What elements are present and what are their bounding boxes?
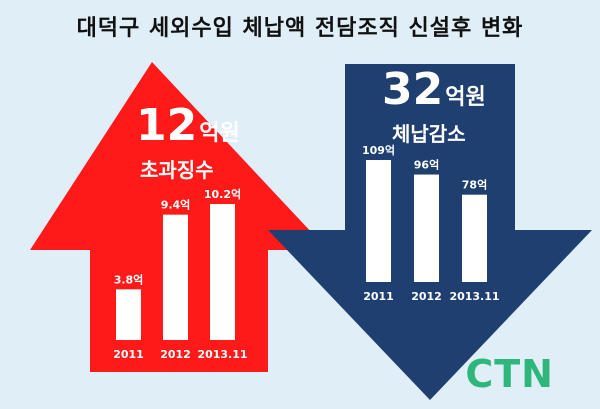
left-category-label-1: 2012 (160, 348, 191, 361)
left-value-label-0: 3.8억 (114, 273, 144, 286)
right-category-label-1: 2012 (411, 290, 442, 303)
right-bar-1 (414, 174, 439, 282)
ctn-logo: CTN (465, 352, 554, 396)
left-headline-number: 12 (136, 100, 198, 151)
right-bar-0 (366, 160, 391, 282)
left-bar-2 (210, 204, 235, 340)
right-value-label-1: 96억 (414, 159, 439, 172)
left-subtitle: 초과징수 (140, 158, 214, 182)
right-value-label-0: 109억 (362, 144, 395, 157)
left-value-label-2: 10.2억 (204, 188, 241, 201)
left-bar-0 (116, 289, 141, 340)
right-headline-unit: 억원 (445, 85, 486, 110)
right-category-label-0: 2011 (363, 290, 394, 303)
left-value-label-1: 9.4억 (161, 199, 191, 212)
right-headline: 32억원 (382, 68, 486, 112)
left-category-label-2: 2013.11 (197, 348, 247, 361)
left-headline: 12억원 (136, 104, 240, 148)
left-bar-1 (163, 214, 188, 340)
right-bar-group: 109억 2011 96억 2012 78억 2013.11 (362, 144, 500, 303)
right-bar-2 (462, 194, 487, 282)
left-bar-group: 3.8억 2011 9.4억 2012 10.2억 2013.11 (113, 188, 247, 361)
right-category-label-2: 2013.11 (449, 290, 499, 303)
right-headline-number: 32 (382, 64, 444, 115)
chart-title: 대덕구 세외수입 체납액 전담조직 신설후 변화 (76, 16, 524, 41)
right-subtitle: 체납감소 (392, 122, 466, 146)
left-category-label-0: 2011 (113, 348, 144, 361)
left-headline-unit: 억원 (199, 121, 240, 146)
right-value-label-2: 78억 (462, 179, 487, 192)
